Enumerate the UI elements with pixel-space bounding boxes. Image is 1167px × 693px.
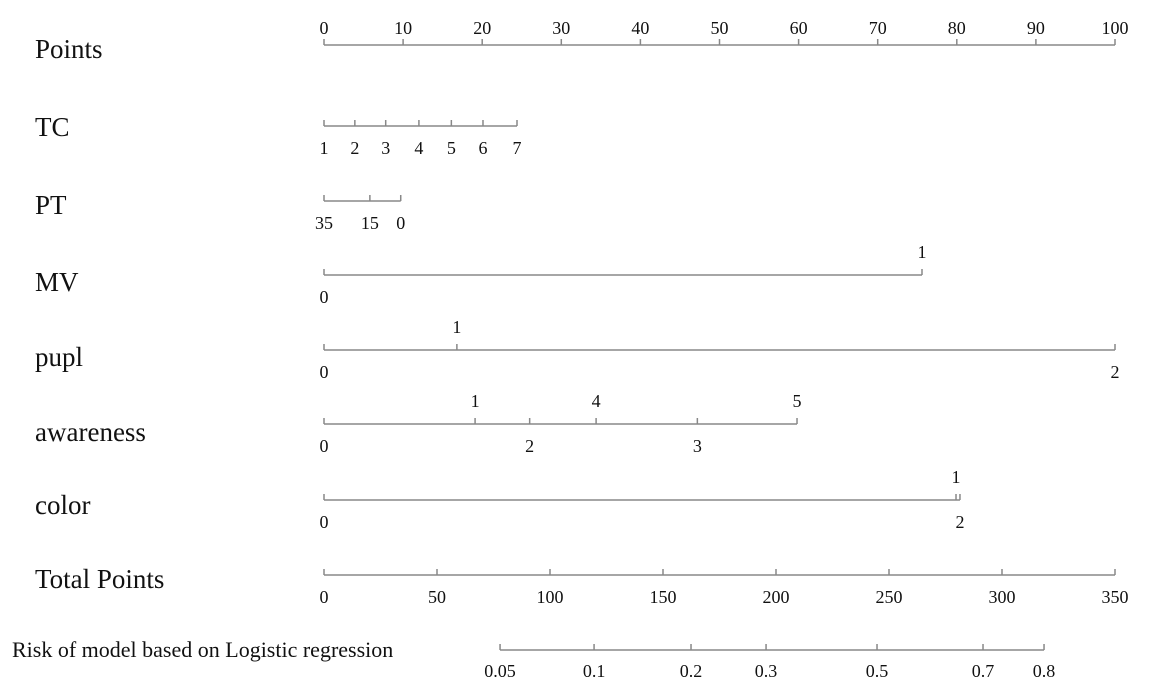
tick-label: 0.3 [755, 661, 778, 681]
tick-label: 0 [320, 587, 329, 607]
tick-label: 1 [471, 391, 480, 411]
tick-label: 0 [320, 436, 329, 456]
tick-label: 0.5 [866, 661, 889, 681]
tick-label: 0 [320, 287, 329, 307]
row-label: TC [35, 112, 70, 142]
tick-label: 5 [793, 391, 802, 411]
tick-label: 0 [320, 362, 329, 382]
tick-label: 150 [650, 587, 677, 607]
tick-label: 0.1 [583, 661, 606, 681]
tick-label: 4 [414, 138, 423, 158]
row-label: PT [35, 190, 67, 220]
tick-label: 50 [428, 587, 446, 607]
tick-label: 100 [1102, 18, 1129, 38]
tick-label: 0.2 [680, 661, 703, 681]
tick-label: 200 [763, 587, 790, 607]
tick-label: 2 [1111, 362, 1120, 382]
row-label: Total Points [35, 564, 164, 594]
tick-label: 0 [320, 512, 329, 532]
tick-label: 40 [631, 18, 649, 38]
tick-label: 4 [592, 391, 601, 411]
row-label: Risk of model based on Logistic regressi… [12, 637, 393, 662]
tick-label: 20 [473, 18, 491, 38]
tick-label: 0 [396, 213, 405, 233]
tick-label: 350 [1102, 587, 1129, 607]
tick-label: 0.05 [484, 661, 516, 681]
tick-label: 0 [320, 18, 329, 38]
tick-label: 15 [361, 213, 379, 233]
tick-label: 90 [1027, 18, 1045, 38]
tick-label: 80 [948, 18, 966, 38]
tick-label: 2 [350, 138, 359, 158]
tick-label: 100 [537, 587, 564, 607]
row-label: MV [35, 267, 79, 297]
tick-label: 35 [315, 213, 333, 233]
tick-label: 7 [513, 138, 522, 158]
tick-label: 2 [955, 512, 964, 532]
tick-label: 50 [711, 18, 729, 38]
tick-label: 5 [447, 138, 456, 158]
tick-label: 60 [790, 18, 808, 38]
tick-label: 3 [381, 138, 390, 158]
tick-label: 1 [452, 317, 461, 337]
tick-label: 1 [917, 242, 926, 262]
tick-label: 0.7 [972, 661, 995, 681]
tick-label: 30 [552, 18, 570, 38]
tick-label: 300 [989, 587, 1016, 607]
tick-label: 250 [876, 587, 903, 607]
tick-label: 1 [320, 138, 329, 158]
tick-label: 3 [693, 436, 702, 456]
tick-label: 2 [525, 436, 534, 456]
tick-label: 1 [952, 467, 961, 487]
tick-label: 70 [869, 18, 887, 38]
tick-label: 6 [478, 138, 487, 158]
tick-label: 0.8 [1033, 661, 1056, 681]
row-label: awareness [35, 417, 146, 447]
row-label: Points [35, 34, 103, 64]
row-label: pupl [35, 342, 83, 372]
row-label: color [35, 490, 90, 520]
tick-label: 10 [394, 18, 412, 38]
